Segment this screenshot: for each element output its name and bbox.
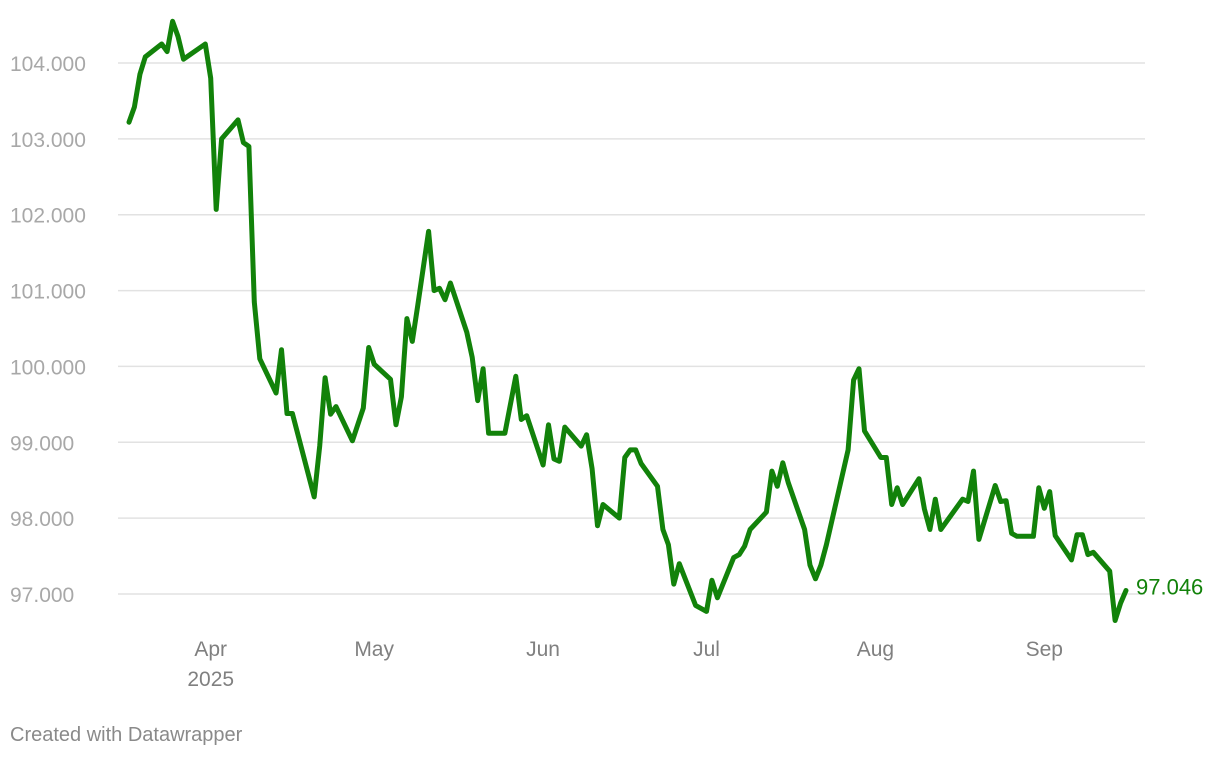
- y-tick-label: 99.000: [10, 432, 74, 455]
- y-axis-ticks: 97.000 98.000 99.000 100.000 101.000 102.000 1…: [10, 53, 86, 607]
- y-tick-label: 98.000: [10, 508, 74, 531]
- x-tick-label: May: [354, 638, 394, 661]
- y-gridlines: [118, 62, 1145, 595]
- x-tick-label: Sep: [1026, 638, 1063, 661]
- y-tick-label: 97.000: [10, 584, 74, 607]
- x-tick-sublabel: 2025: [187, 668, 234, 691]
- end-value-label: 97.046: [1136, 575, 1203, 600]
- y-tick-label: 104.000: [10, 53, 86, 76]
- series-line: [126, 18, 1129, 623]
- y-tick-label: 103.000: [10, 129, 86, 152]
- footer-credit: Created with Datawrapper: [10, 724, 243, 746]
- y-tick-label: 102.000: [10, 205, 86, 228]
- x-tick-label: Aug: [857, 638, 894, 661]
- x-tick-label: Jul: [693, 638, 720, 661]
- line-chart: 97.000 98.000 99.000 100.000 101.000 102.000 1…: [10, 18, 1203, 691]
- x-tick-label: Jun: [526, 638, 560, 661]
- y-tick-label: 101.000: [10, 281, 86, 304]
- y-tick-label: 100.000: [10, 356, 86, 379]
- x-axis-ticks: Apr 2025 May Jun Jul Aug Sep: [187, 638, 1063, 691]
- x-tick-label: Apr: [194, 638, 227, 661]
